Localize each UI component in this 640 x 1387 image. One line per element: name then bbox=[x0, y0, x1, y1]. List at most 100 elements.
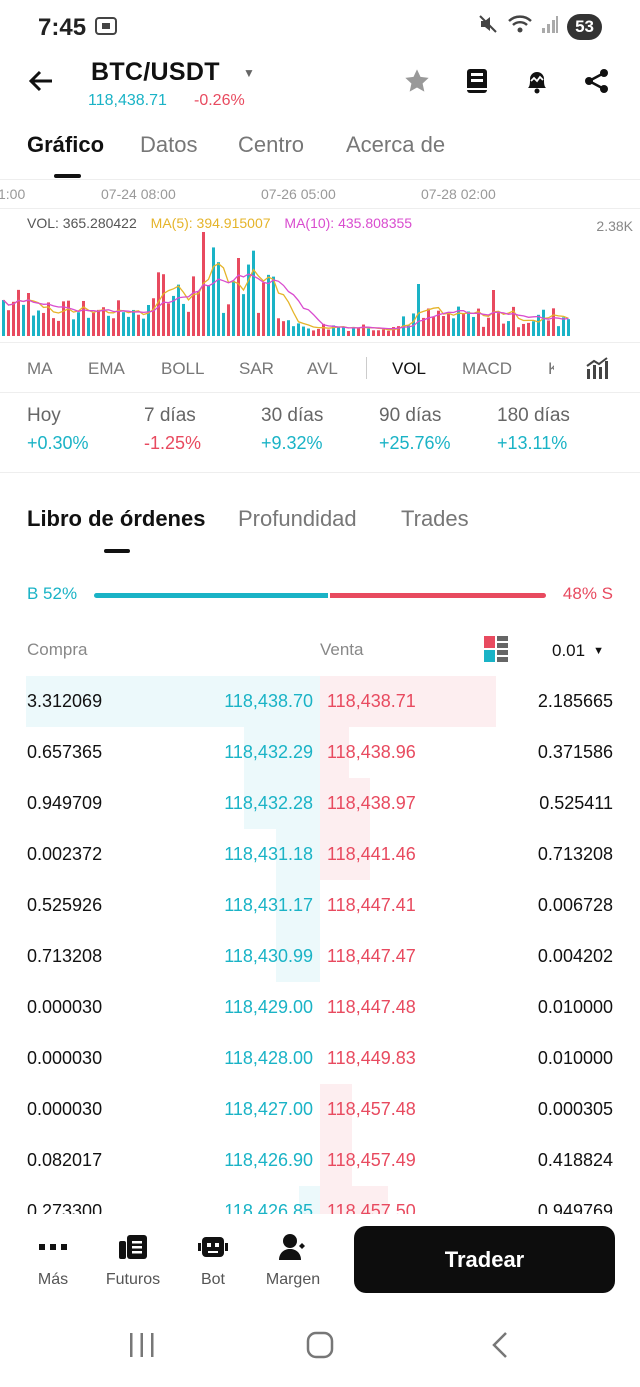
volume-bar bbox=[272, 276, 275, 336]
sell-price: 118,457.48 bbox=[327, 1099, 416, 1119]
indicator-avl[interactable]: AVL bbox=[307, 359, 338, 378]
buy-depth-bar bbox=[244, 727, 320, 778]
period-label: 180 días bbox=[497, 405, 570, 426]
sell-depth-bar bbox=[320, 1135, 352, 1186]
volume-bar bbox=[282, 321, 285, 336]
margin-icon bbox=[257, 1232, 329, 1262]
sell-depth-bar bbox=[320, 829, 370, 880]
pair-dropdown-icon[interactable]: ▼ bbox=[243, 66, 255, 80]
divider bbox=[0, 179, 640, 180]
buy-depth-bar bbox=[276, 931, 320, 982]
back-button[interactable] bbox=[26, 66, 62, 96]
layout-toggle-icon[interactable] bbox=[484, 636, 508, 667]
volume-bar bbox=[427, 308, 430, 336]
orderbook-row[interactable]: 0.949709 118,432.28 118,438.97 0.525411 bbox=[0, 778, 640, 829]
orderbook-row[interactable]: 0.713208 118,430.99 118,447.47 0.004202 bbox=[0, 931, 640, 982]
bottom-item-bot[interactable]: Bot bbox=[177, 1232, 249, 1289]
sell-quantity: 0.525411 bbox=[539, 793, 613, 813]
volume-bar bbox=[77, 312, 80, 336]
sell-quantity: 0.371586 bbox=[537, 742, 613, 762]
volume-bar bbox=[407, 325, 410, 336]
home-icon[interactable] bbox=[305, 1330, 335, 1365]
indicator-macd[interactable]: MACD bbox=[462, 359, 513, 378]
indicator-boll[interactable]: BOLL bbox=[161, 359, 205, 378]
volume-bar bbox=[562, 317, 565, 336]
orderbook-row[interactable]: 0.000030 118,429.00 118,447.48 0.010000 bbox=[0, 982, 640, 1033]
chart-divider bbox=[0, 208, 640, 209]
volume-bar bbox=[107, 315, 110, 336]
volume-bar bbox=[47, 302, 50, 336]
period-hoy: Hoy +0.30% bbox=[27, 405, 89, 454]
volume-bar bbox=[247, 264, 250, 336]
sell-depth-bar bbox=[320, 727, 349, 778]
volume-bar bbox=[472, 316, 475, 336]
volume-bar bbox=[432, 317, 435, 336]
indicator-ema[interactable]: EMA bbox=[88, 359, 125, 378]
volume-chart[interactable]: 1:00 07-24 08:00 07-26 05:00 07-28 02:00… bbox=[0, 180, 640, 342]
buy-depth-bar bbox=[276, 829, 320, 880]
buy-quantity: 0.657365 bbox=[27, 742, 103, 762]
period-7d: 7 días -1.25% bbox=[144, 405, 201, 454]
indicator-k[interactable]: K bbox=[548, 359, 554, 378]
chart-settings-icon[interactable] bbox=[584, 355, 610, 386]
volume-bar bbox=[317, 328, 320, 336]
tab-acerca-de[interactable]: Acerca de bbox=[346, 132, 446, 157]
volume-bar bbox=[97, 309, 100, 336]
buy-quantity: 3.312069 bbox=[27, 691, 103, 711]
volume-bar bbox=[267, 274, 270, 336]
volume-bar bbox=[442, 316, 445, 336]
tab-profundidad[interactable]: Profundidad bbox=[238, 506, 357, 531]
buy-price: 118,426.90 bbox=[224, 1150, 313, 1170]
bottom-item-margen[interactable]: Margen bbox=[257, 1232, 329, 1289]
alert-icon[interactable] bbox=[520, 64, 554, 98]
sell-price: 118,438.71 bbox=[327, 691, 416, 711]
sell-price: 118,441.46 bbox=[327, 844, 416, 864]
sell-quantity: 0.949769 bbox=[537, 1201, 613, 1214]
trade-button[interactable]: Tradear bbox=[354, 1226, 615, 1293]
orderbook-row[interactable]: 0.657365 118,432.29 118,438.96 0.371586 bbox=[0, 727, 640, 778]
recents-icon[interactable] bbox=[128, 1330, 156, 1365]
orderbook-row[interactable]: 0.002372 118,431.18 118,441.46 0.713208 bbox=[0, 829, 640, 880]
volume-bar bbox=[217, 262, 220, 336]
tab-underline bbox=[104, 549, 130, 553]
orderbook-row[interactable]: 0.000030 118,427.00 118,457.48 0.000305 bbox=[0, 1084, 640, 1135]
tab-trades[interactable]: Trades bbox=[401, 506, 469, 531]
indicator-sar[interactable]: SAR bbox=[239, 359, 274, 378]
orderbook-list[interactable]: 3.312069 118,438.70 118,438.71 2.185665 0.65… bbox=[0, 676, 640, 1214]
volume-bar bbox=[537, 314, 540, 336]
buy-price: 118,430.99 bbox=[224, 946, 313, 966]
volume-bar bbox=[82, 300, 85, 336]
orderbook-row[interactable]: 0.082017 118,426.90 118,457.49 0.418824 bbox=[0, 1135, 640, 1186]
tab-grafico[interactable]: Gráfico bbox=[27, 132, 105, 157]
orderbook-row[interactable]: 3.312069 118,438.70 118,438.71 2.185665 bbox=[0, 676, 640, 727]
volume-bar bbox=[547, 320, 550, 336]
sell-depth-bar bbox=[320, 1084, 352, 1135]
back-arrow-icon bbox=[28, 70, 52, 92]
volume-bar bbox=[132, 309, 135, 336]
bottom-item-futuros[interactable]: Futuros bbox=[97, 1232, 169, 1289]
bottom-item-mas[interactable]: Más bbox=[17, 1232, 89, 1289]
share-icon[interactable] bbox=[580, 64, 614, 98]
volume-bar bbox=[567, 319, 570, 336]
orderbook-row[interactable]: 0.000030 118,428.00 118,449.83 0.010000 bbox=[0, 1033, 640, 1084]
pair-title[interactable]: BTC/USDT bbox=[91, 58, 220, 86]
tab-centro[interactable]: Centro bbox=[238, 132, 305, 157]
book-icon[interactable] bbox=[460, 64, 494, 98]
orderbook-header: Compra Venta 0.01 ▼ bbox=[0, 636, 640, 666]
precision-select[interactable]: 0.01 ▼ bbox=[552, 641, 604, 661]
volume-bar bbox=[62, 301, 65, 336]
sell-quantity: 0.006728 bbox=[537, 895, 613, 915]
volume-bar bbox=[322, 323, 325, 336]
tab-libro-de-ordenes[interactable]: Libro de órdenes bbox=[27, 506, 206, 531]
sell-quantity: 0.418824 bbox=[537, 1150, 613, 1170]
tab-datos[interactable]: Datos bbox=[140, 132, 198, 157]
bot-icon bbox=[177, 1232, 249, 1262]
buy-ratio-label: B 52% bbox=[27, 584, 78, 603]
indicator-ma[interactable]: MA bbox=[27, 359, 53, 378]
indicator-vol[interactable]: VOL bbox=[392, 359, 427, 378]
orderbook-row[interactable]: 0.273300 118,426.85 118,457.50 0.949769 bbox=[0, 1186, 640, 1214]
sell-price: 118,457.50 bbox=[327, 1201, 416, 1214]
back-nav-icon[interactable] bbox=[488, 1330, 512, 1365]
star-icon[interactable] bbox=[400, 64, 434, 98]
orderbook-row[interactable]: 0.525926 118,431.17 118,447.41 0.006728 bbox=[0, 880, 640, 931]
